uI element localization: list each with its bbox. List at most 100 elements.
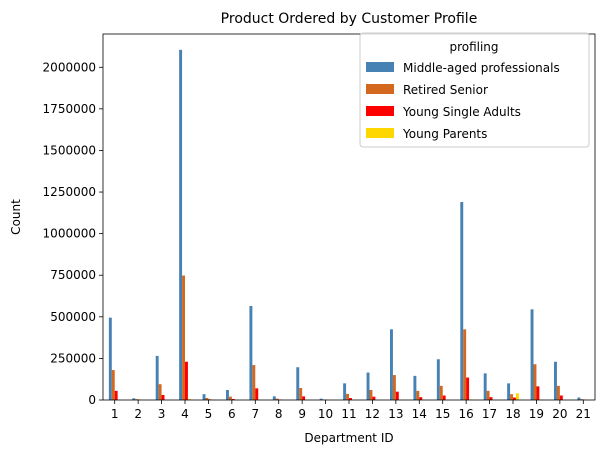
chart-title: Product Ordered by Customer Profile xyxy=(221,11,478,27)
bar-dept-18-series-3 xyxy=(513,397,516,400)
bar-dept-20-series-1 xyxy=(554,361,557,400)
bar-dept-2-series-2 xyxy=(135,399,139,400)
y-axis-label: Count xyxy=(9,199,23,235)
bar-dept-14-series-1 xyxy=(413,375,417,400)
x-tick-label: 5 xyxy=(205,407,213,421)
legend-label: Young Parents xyxy=(402,127,487,141)
bar-dept-19-series-3 xyxy=(536,386,540,400)
bar-dept-11-series-2 xyxy=(346,393,349,400)
x-tick-label: 16 xyxy=(459,407,474,421)
bar-dept-1-series-1 xyxy=(108,317,112,400)
bar-dept-19-series-2 xyxy=(533,364,537,400)
legend-label: Middle-aged professionals xyxy=(403,61,560,75)
bar-dept-9-series-1 xyxy=(296,367,300,400)
bar-dept-18-series-2 xyxy=(510,394,513,400)
x-tick-label: 17 xyxy=(482,407,497,421)
bar-dept-13-series-1 xyxy=(390,329,393,400)
bar-dept-8-series-2 xyxy=(275,398,279,400)
x-tick-label: 13 xyxy=(388,407,403,421)
bar-dept-1-series-3 xyxy=(114,390,118,400)
x-tick-label: 15 xyxy=(435,407,450,421)
bar-dept-8-series-1 xyxy=(272,396,276,400)
bar-dept-11-series-3 xyxy=(349,398,352,400)
x-axis-ticks: 1 2 3 4 5 6 7 8 9 10 11 12 13 14 15 16 17 18 19 20 21 xyxy=(111,400,591,421)
x-tick-label: 7 xyxy=(251,407,259,421)
bar-dept-21-series-1 xyxy=(577,397,581,400)
bar-dept-15-series-3 xyxy=(442,395,446,400)
legend-frame xyxy=(359,32,590,148)
bar-dept-19-series-1 xyxy=(530,309,534,400)
bars-group xyxy=(108,49,590,401)
bar-dept-17-series-1 xyxy=(483,373,487,400)
y-tick-label: 2000000 xyxy=(43,60,96,74)
x-axis-label: Department ID xyxy=(304,431,393,445)
bar-dept-13-series-2 xyxy=(392,375,396,400)
bar-dept-3-series-2 xyxy=(158,384,162,400)
x-tick-label: 3 xyxy=(158,407,166,421)
x-tick-label: 14 xyxy=(412,407,427,421)
legend: profiling Middle-aged professionals Retir… xyxy=(359,32,590,148)
bar-dept-16-series-3 xyxy=(466,377,470,400)
bar-dept-16-series-2 xyxy=(463,329,467,400)
y-tick-label: 1750000 xyxy=(43,102,96,116)
bar-dept-3-series-3 xyxy=(161,395,165,400)
bar-dept-6-series-1 xyxy=(226,390,229,400)
bar-dept-7-series-3 xyxy=(255,388,259,400)
bar-dept-14-series-3 xyxy=(419,397,423,400)
x-tick-label: 2 xyxy=(134,407,142,421)
bar-dept-15-series-1 xyxy=(436,359,440,400)
bar-dept-5-series-1 xyxy=(202,394,206,400)
y-tick-label: 1000000 xyxy=(43,227,96,241)
y-tick-label: 500000 xyxy=(50,310,96,324)
bar-dept-18-series-1 xyxy=(507,383,511,400)
bar-dept-10-series-1 xyxy=(319,398,323,400)
bar-dept-13-series-3 xyxy=(395,391,399,400)
bar-dept-5-series-2 xyxy=(205,398,209,400)
x-tick-label: 12 xyxy=(365,407,380,421)
x-tick-label: 20 xyxy=(552,407,567,421)
legend-label: Retired Senior xyxy=(403,83,488,97)
bar-dept-6-series-3 xyxy=(231,399,235,400)
bar-dept-12-series-1 xyxy=(366,372,370,400)
x-tick-label: 8 xyxy=(275,407,283,421)
bar-dept-17-series-3 xyxy=(489,397,493,400)
bar-dept-20-series-2 xyxy=(556,385,560,400)
bar-dept-7-series-1 xyxy=(249,306,253,400)
x-tick-label: 10 xyxy=(318,407,333,421)
x-tick-label: 21 xyxy=(576,407,591,421)
x-tick-label: 19 xyxy=(529,407,544,421)
legend-swatch xyxy=(366,106,394,116)
bar-dept-7-series-2 xyxy=(252,365,256,400)
bar-dept-14-series-2 xyxy=(416,390,420,400)
y-axis-ticks: 0 250000 500000 750000 1000000 1250000 1500000… xyxy=(43,60,103,407)
bar-dept-4-series-4 xyxy=(187,399,191,400)
bar-dept-20-series-3 xyxy=(559,395,563,400)
legend-title: profiling xyxy=(449,40,498,54)
bar-dept-21-series-2 xyxy=(580,399,584,400)
y-tick-label: 750000 xyxy=(50,268,96,282)
x-tick-label: 11 xyxy=(341,407,356,421)
bar-dept-4-series-1 xyxy=(179,49,183,401)
bar-dept-4-series-3 xyxy=(185,361,188,400)
bar-dept-15-series-2 xyxy=(439,385,443,400)
y-tick-label: 250000 xyxy=(50,351,96,365)
bar-dept-4-series-2 xyxy=(182,275,185,400)
x-tick-label: 4 xyxy=(181,407,189,421)
bar-dept-17-series-2 xyxy=(486,390,490,400)
plot-frame xyxy=(102,33,596,401)
y-tick-label: 0 xyxy=(88,393,96,407)
bar-dept-9-series-3 xyxy=(302,396,306,400)
legend-swatch xyxy=(366,62,394,72)
bar-dept-3-series-1 xyxy=(155,355,159,400)
x-tick-label: 1 xyxy=(111,407,119,421)
bar-dept-11-series-1 xyxy=(343,383,347,400)
bar-dept-1-series-2 xyxy=(111,370,115,400)
bar-dept-2-series-1 xyxy=(132,398,136,400)
bar-dept-9-series-2 xyxy=(299,388,303,400)
bar-dept-12-series-2 xyxy=(369,390,373,400)
y-tick-label: 1250000 xyxy=(43,185,96,199)
legend-swatch xyxy=(366,84,394,94)
bar-dept-12-series-3 xyxy=(372,396,376,400)
bar-dept-6-series-2 xyxy=(228,396,232,400)
